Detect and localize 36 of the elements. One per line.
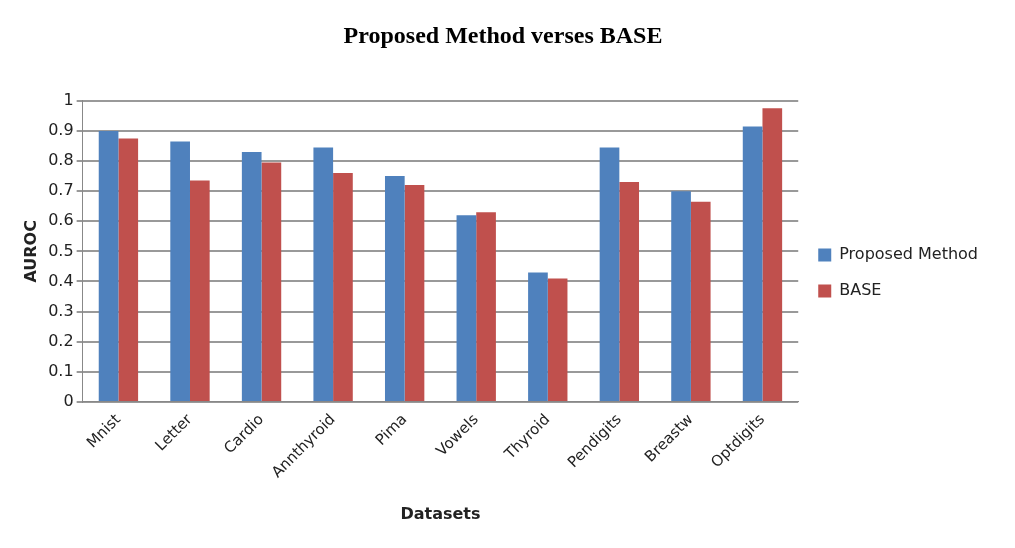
legend-label: Proposed Method	[839, 244, 979, 264]
y-tick-label: 0	[63, 391, 74, 411]
y-tick-label: 0.4	[48, 270, 74, 290]
bar	[333, 173, 353, 401]
bar	[476, 212, 496, 401]
bar	[384, 176, 405, 401]
y-tick-label: 0.1	[48, 360, 74, 380]
bar	[619, 182, 640, 401]
bar	[118, 138, 139, 401]
y-tick-label: 0.7	[48, 180, 74, 200]
y-tick-label: 0.3	[48, 300, 74, 320]
y-tick-label: 0.8	[48, 150, 74, 170]
y-tick-label: 0.5	[48, 240, 74, 260]
bar	[528, 272, 548, 401]
bar	[671, 191, 691, 401]
y-tick-label: 0.6	[48, 210, 74, 230]
chart-title: Proposed Method verses BASE	[343, 21, 663, 48]
bar	[98, 130, 119, 401]
y-tick-label: 0.9	[48, 120, 74, 140]
y-tick-label: 1	[63, 89, 74, 109]
bar	[690, 201, 711, 401]
bar	[170, 141, 190, 401]
y-tick-label: 0.2	[48, 330, 74, 350]
bar	[599, 147, 620, 401]
bar	[261, 162, 282, 401]
bar	[189, 180, 210, 401]
bar	[456, 215, 477, 401]
legend-label: BASE	[839, 280, 882, 300]
bar	[742, 126, 763, 401]
bar	[241, 151, 262, 401]
bar	[404, 185, 425, 401]
x-axis-title: Datasets	[400, 503, 481, 523]
y-axis-title: AUROC	[20, 220, 40, 283]
bar	[313, 147, 334, 401]
bar	[547, 278, 568, 401]
bar	[762, 108, 783, 401]
